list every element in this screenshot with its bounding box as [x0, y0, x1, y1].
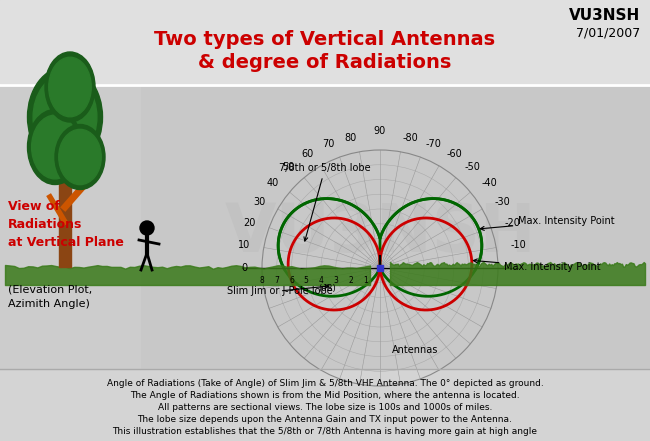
Ellipse shape: [58, 129, 101, 185]
Text: VU3NSH: VU3NSH: [224, 200, 536, 265]
Text: Max. Intensity Point: Max. Intensity Point: [480, 216, 615, 230]
Bar: [0, 85, 140, 369]
Text: 30: 30: [254, 197, 266, 207]
Text: 0: 0: [242, 263, 248, 273]
Ellipse shape: [32, 115, 79, 179]
Text: 7/8th or 5/8th lobe: 7/8th or 5/8th lobe: [280, 163, 370, 241]
Ellipse shape: [27, 109, 83, 184]
Text: All patterns are sectional views. The lobe size is 100s and 1000s of miles.: All patterns are sectional views. The lo…: [158, 403, 492, 412]
Text: -20: -20: [504, 218, 520, 228]
Bar: [0, 85, 650, 369]
Text: 10: 10: [238, 240, 250, 250]
Text: 80: 80: [344, 133, 357, 143]
Text: View of
Radiations
at Vertical Plane: View of Radiations at Vertical Plane: [8, 200, 124, 249]
Text: 3: 3: [333, 276, 338, 285]
Text: 2: 2: [348, 276, 353, 285]
Text: Max. Intensity Point: Max. Intensity Point: [473, 259, 601, 272]
Text: The Angle of Radiations shown is from the Mid Position, where the antenna is loc: The Angle of Radiations shown is from th…: [130, 391, 520, 400]
Text: This illustration establishes that the 5/8th or 7/8th Antenna is having more gai: This illustration establishes that the 5…: [112, 427, 538, 436]
Text: 60: 60: [302, 149, 314, 159]
Text: -50: -50: [465, 162, 481, 172]
Bar: [0, 369, 650, 441]
Text: 7: 7: [274, 276, 280, 285]
Text: -80: -80: [403, 133, 419, 143]
Text: VU3NSH: VU3NSH: [569, 8, 640, 23]
Text: -70: -70: [425, 139, 441, 149]
Ellipse shape: [33, 75, 97, 160]
Bar: [0, 0, 650, 85]
Text: 1: 1: [363, 276, 368, 285]
Text: 4: 4: [318, 276, 324, 285]
Text: -10: -10: [510, 240, 526, 250]
Text: 70: 70: [322, 139, 335, 149]
Ellipse shape: [45, 52, 95, 122]
Ellipse shape: [49, 57, 91, 117]
Text: 90: 90: [374, 126, 386, 136]
Text: 6: 6: [289, 276, 294, 285]
Text: Slim Jim or J-Pole lobe: Slim Jim or J-Pole lobe: [227, 284, 333, 296]
Text: Two types of Vertical Antennas
& degree of Radiations: Two types of Vertical Antennas & degree …: [155, 30, 495, 72]
Text: -30: -30: [495, 197, 510, 207]
Ellipse shape: [27, 67, 103, 167]
Text: (Elevation Plot,
Azimith Angle): (Elevation Plot, Azimith Angle): [8, 285, 92, 309]
Text: (dB): (dB): [318, 284, 336, 293]
Ellipse shape: [55, 124, 105, 190]
Text: -60: -60: [446, 149, 462, 159]
Text: Antennas: Antennas: [392, 345, 438, 355]
Text: The lobe size depends upon the Antenna Gain and TX input power to the Antenna.: The lobe size depends upon the Antenna G…: [138, 415, 512, 424]
Text: 50: 50: [283, 162, 295, 172]
Bar: [59, 182, 71, 267]
Circle shape: [140, 221, 154, 235]
Text: Angle of Radiations (Take of Angle) of Slim Jim & 5/8th VHF Antenna. The 0° depi: Angle of Radiations (Take of Angle) of S…: [107, 379, 543, 388]
Text: -40: -40: [481, 178, 497, 188]
Text: 40: 40: [266, 178, 279, 188]
Text: 20: 20: [244, 218, 256, 228]
Text: 7/01/2007: 7/01/2007: [576, 26, 640, 39]
Text: 5: 5: [304, 276, 309, 285]
Text: 8: 8: [259, 276, 265, 285]
